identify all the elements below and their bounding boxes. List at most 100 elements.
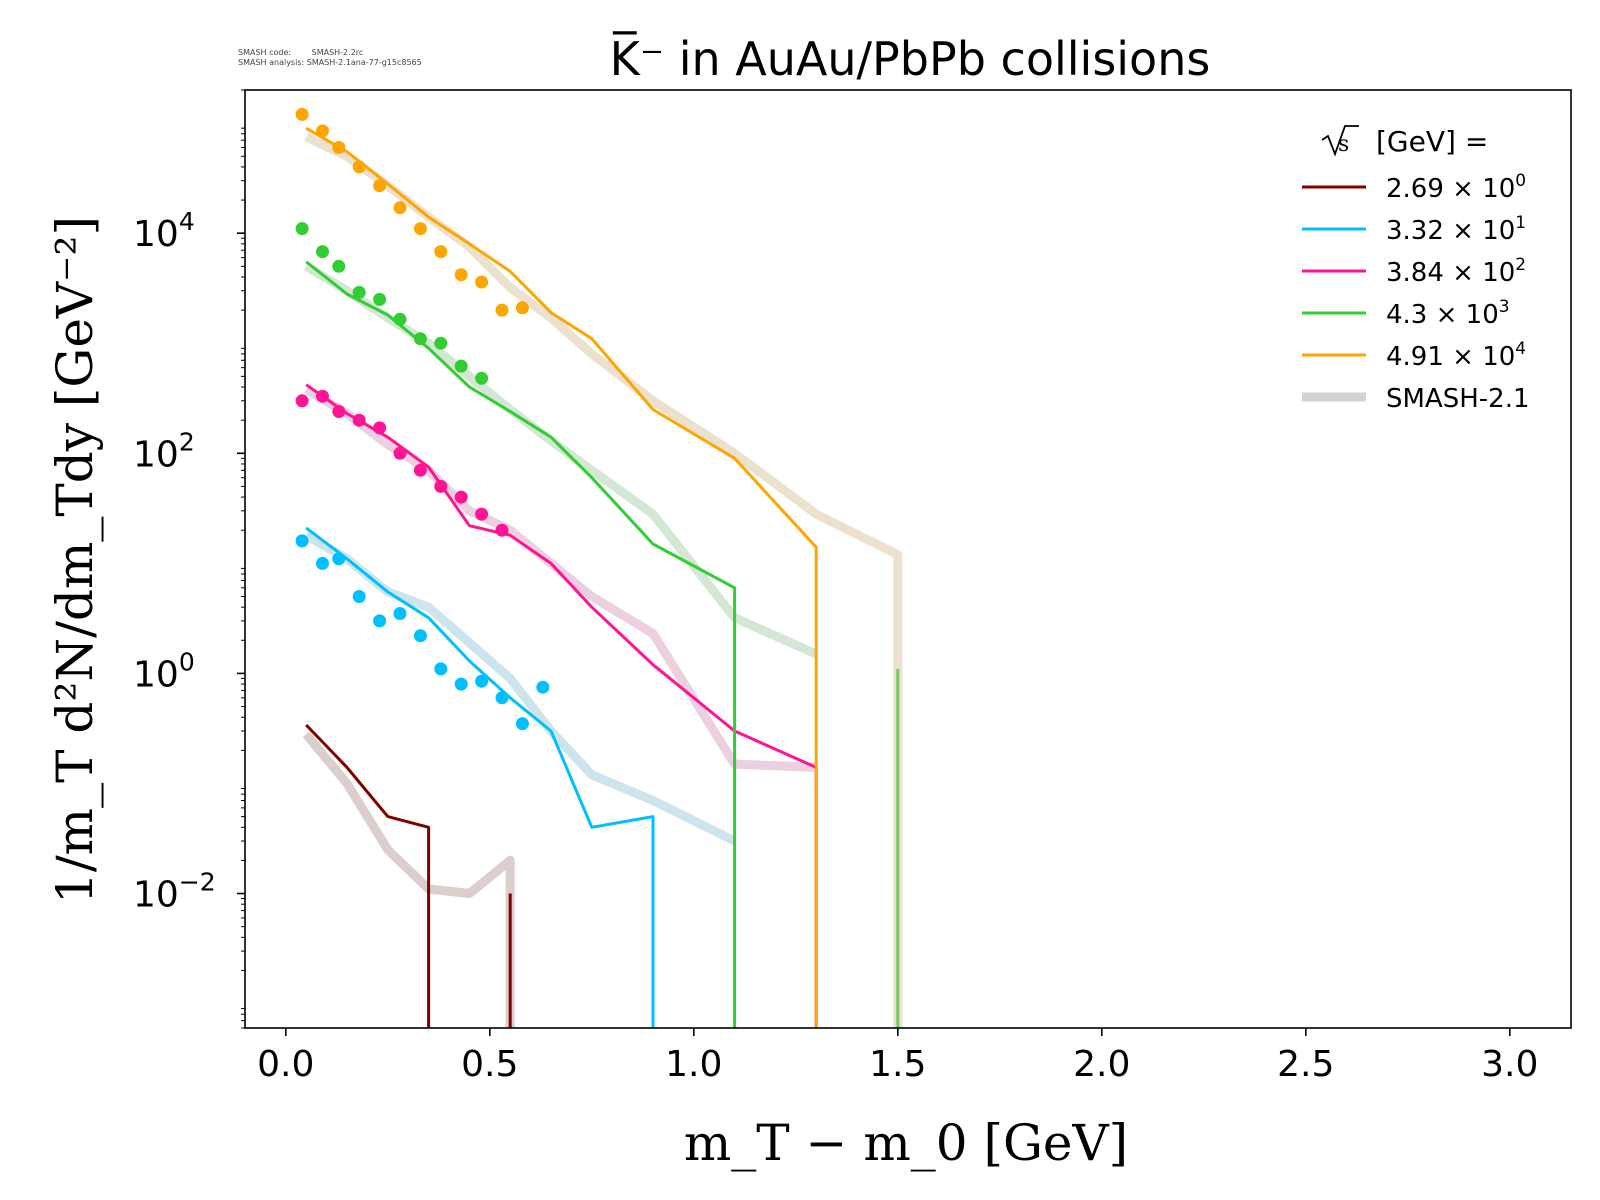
series-3 <box>295 222 900 1028</box>
reference-shade-4 <box>304 132 903 1028</box>
data-point <box>434 336 448 350</box>
plot-frame <box>244 89 1572 1029</box>
data-point <box>413 332 427 346</box>
data-point <box>515 301 529 315</box>
data-point <box>454 359 468 373</box>
smash-analysis-key: SMASH analysis: <box>238 58 305 67</box>
data-point <box>393 446 407 460</box>
legend-entry: 4.91 × 104 <box>1302 339 1526 372</box>
data-point <box>352 285 366 299</box>
series-4 <box>295 107 903 1028</box>
data-point <box>332 259 346 273</box>
legend-label: SMASH-2.1 <box>1386 384 1530 414</box>
legend-label: 4.3 × 103 <box>1386 297 1510 330</box>
series-2 <box>295 383 818 1028</box>
legend-label: 2.69 × 100 <box>1386 171 1526 204</box>
reference-line-2 <box>303 385 817 772</box>
data-point <box>475 371 489 385</box>
data-point <box>536 680 550 694</box>
y-tick-exponent: 0 <box>179 647 195 676</box>
series-line-1 <box>305 526 655 1028</box>
x-tick-label: 0.0 <box>257 1044 314 1085</box>
smash-code-label: SMASH code: SMASH-2.2rc <box>238 48 363 58</box>
data-point <box>332 141 346 154</box>
data-point <box>495 523 509 537</box>
y-axis-label: 1/m_T d²N/dm_Tdy [GeV⁻²] <box>46 216 104 904</box>
data-point <box>515 717 529 731</box>
data-point <box>373 179 387 193</box>
data-point <box>475 507 489 521</box>
data-point <box>393 607 407 620</box>
legend-exponent: 0 <box>1515 171 1526 191</box>
smash-analysis-label: SMASH analysis: SMASH-2.1ana-77-g15c8565 <box>238 58 422 68</box>
y-tick-label: 100 <box>133 647 195 695</box>
legend-title: s [GeV] = <box>1321 125 1488 158</box>
x-axis-label: m_T − m_0 [GeV] <box>684 1114 1128 1172</box>
data-point <box>316 245 329 259</box>
data-point <box>434 662 448 676</box>
legend-label: 4.91 × 104 <box>1386 339 1526 372</box>
y-tick-exponent: 4 <box>179 207 195 236</box>
data-point <box>413 222 427 236</box>
data-point <box>373 614 387 628</box>
smash-code-value: SMASH-2.2rc <box>311 48 364 57</box>
data-point <box>454 490 468 504</box>
smash-analysis-value: SMASH-2.1ana-77-g15c8565 <box>306 58 422 67</box>
legend-title-sqrt: s <box>1338 132 1349 157</box>
data-point <box>475 674 489 688</box>
x-tick-label: 2.0 <box>1073 1044 1130 1085</box>
plot-area <box>295 107 903 1028</box>
data-point <box>475 275 489 289</box>
legend-exponent: 2 <box>1515 255 1526 275</box>
legend-entry: SMASH-2.1 <box>1302 384 1530 414</box>
series-line-2 <box>305 383 818 1028</box>
reference-line-4 <box>304 132 903 1028</box>
data-point <box>454 268 468 282</box>
data-point <box>434 479 448 493</box>
x-tick-label: 1.0 <box>665 1044 722 1085</box>
legend-entry: 2.69 × 100 <box>1302 171 1526 204</box>
data-point <box>295 394 309 408</box>
series-line-3 <box>305 260 737 1028</box>
chart-title: K̅⁻ in AuAu/PbPb collisions <box>610 31 1211 86</box>
x-tick-label: 2.5 <box>1277 1044 1334 1085</box>
data-point <box>373 292 387 306</box>
series-line-4 <box>305 126 818 1028</box>
legend-label: 3.84 × 102 <box>1386 255 1526 288</box>
y-tick-label: 104 <box>133 207 195 255</box>
legend-label: 3.32 × 101 <box>1386 213 1526 246</box>
x-tick-label: 3.0 <box>1481 1044 1538 1085</box>
legend-entry: 3.84 × 102 <box>1302 255 1526 288</box>
legend-exponent: 4 <box>1515 339 1526 359</box>
data-point <box>495 691 509 705</box>
y-tick-exponent: −2 <box>179 868 216 897</box>
data-point <box>332 405 346 418</box>
smash-code-key: SMASH code: <box>238 48 292 57</box>
data-point <box>413 463 427 477</box>
data-point <box>295 222 309 236</box>
legend-title-text: [GeV] = <box>1376 125 1488 158</box>
data-point <box>393 312 407 326</box>
sqrt-icon <box>1321 125 1359 157</box>
x-tick-label: 0.5 <box>461 1044 518 1085</box>
data-point <box>454 677 468 691</box>
series-0 <box>302 723 515 1028</box>
data-point <box>316 389 329 403</box>
data-point <box>316 124 329 138</box>
data-point <box>352 590 366 603</box>
data-point <box>332 552 346 566</box>
y-tick-label: 102 <box>133 427 195 475</box>
data-point <box>295 534 309 548</box>
data-point <box>316 556 329 570</box>
legend-exponent: 1 <box>1515 213 1526 233</box>
data-point <box>393 201 407 215</box>
reference-shade-2 <box>303 385 817 772</box>
reference-shade-0 <box>302 731 515 1028</box>
data-point <box>434 245 448 259</box>
series-group <box>295 107 903 1028</box>
legend-entry: 4.3 × 103 <box>1302 297 1510 330</box>
legend: s [GeV] = 2.69 × 100 3.32 × 101 3.84 × 102 4.… <box>1302 125 1530 414</box>
data-point <box>352 160 366 174</box>
data-point <box>295 107 309 121</box>
